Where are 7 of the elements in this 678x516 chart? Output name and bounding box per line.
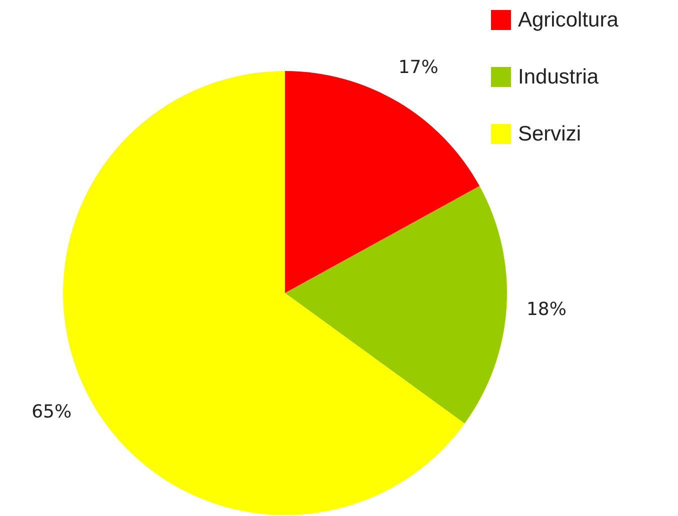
data-label: 17% xyxy=(398,56,438,78)
legend-label: Industria xyxy=(518,66,599,88)
pie-slice xyxy=(285,186,507,424)
legend-label: Servizi xyxy=(518,122,582,146)
data-label: 18% xyxy=(526,298,566,320)
data-label: 65% xyxy=(32,401,72,422)
legend-label: Agricoltura xyxy=(518,8,619,32)
